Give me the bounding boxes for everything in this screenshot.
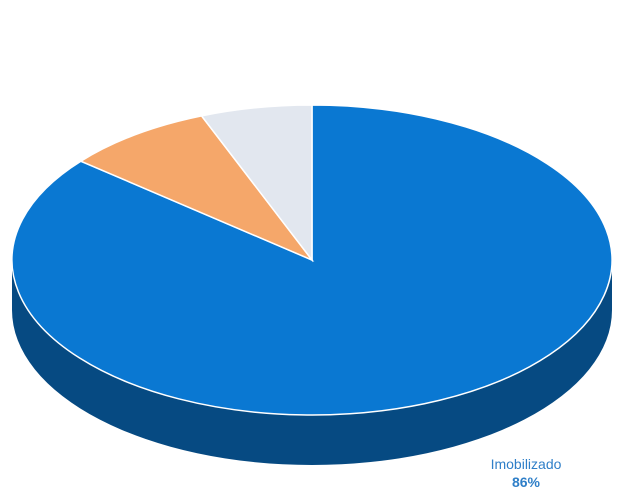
pie-slice-slice-2: [200, 104, 313, 263]
pie-top-faces: [11, 104, 613, 416]
pie-slice-slice-1: [79, 115, 315, 262]
slice-label-percent: 86%: [511, 473, 541, 490]
slice-label-imobilizado: Imobilizado 86%: [466, 456, 586, 491]
pie-side-walls: [12, 260, 612, 465]
slice-label-name: Imobilizado: [490, 456, 562, 472]
pie-side-imobilizado: [12, 260, 612, 465]
